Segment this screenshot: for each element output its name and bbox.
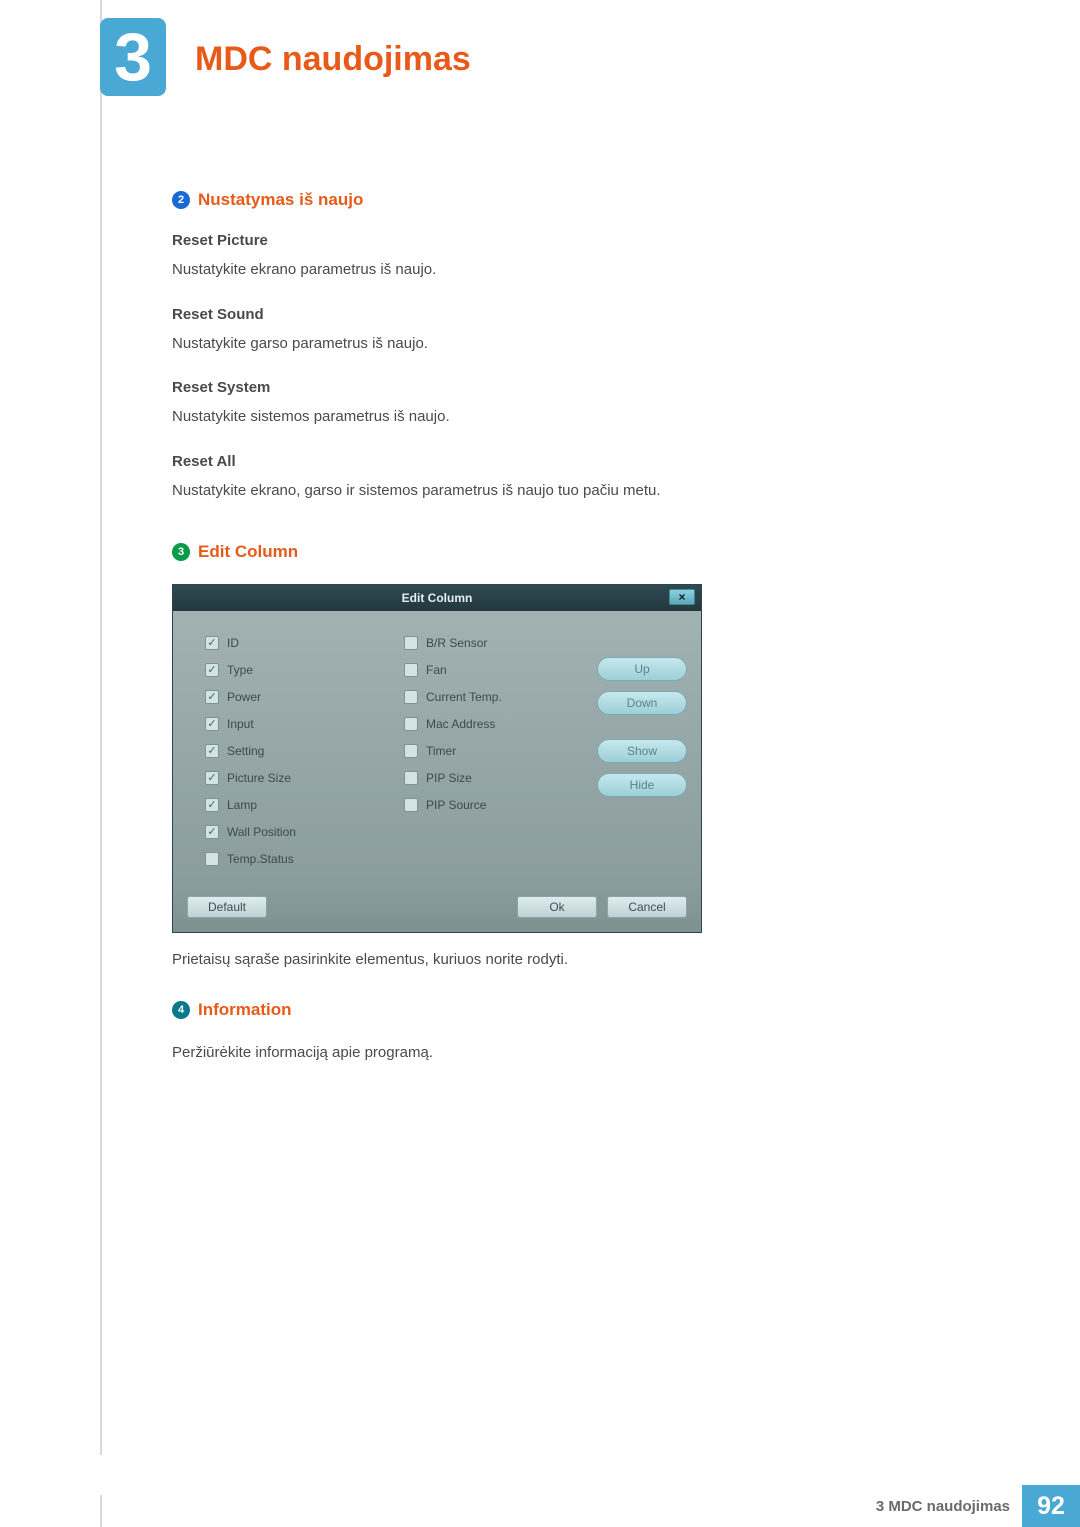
checkbox[interactable]: ✓ bbox=[205, 663, 219, 677]
checkbox-label: Picture Size bbox=[227, 771, 291, 785]
chapter-title: MDC naudojimas bbox=[195, 40, 471, 79]
checkbox-label: Wall Position bbox=[227, 825, 296, 839]
section-2-header: 2 Nustatymas iš naujo bbox=[172, 190, 932, 210]
section-4-text: Peržiūrėkite informaciją apie programą. bbox=[172, 1042, 932, 1065]
checkbox[interactable]: ✓ bbox=[205, 690, 219, 704]
dialog-titlebar: Edit Column × bbox=[173, 585, 701, 611]
page-content: 2 Nustatymas iš naujo Reset Picture Nust… bbox=[172, 190, 932, 1088]
section-3-header: 3 Edit Column bbox=[172, 542, 932, 562]
reset-all-head: Reset All bbox=[172, 453, 932, 470]
checkbox-row[interactable]: Timer bbox=[404, 737, 597, 764]
checkbox-row[interactable]: Mac Address bbox=[404, 710, 597, 737]
hide-button[interactable]: Hide bbox=[597, 773, 687, 797]
checkbox-row[interactable]: ✓ ID bbox=[205, 629, 398, 656]
close-button[interactable]: × bbox=[669, 589, 695, 605]
checkbox-label: Setting bbox=[227, 744, 264, 758]
page-margin-line-bottom bbox=[100, 1495, 102, 1527]
page-footer: 3 MDC naudojimas 92 bbox=[876, 1485, 1080, 1527]
checkbox-row[interactable]: ✓ Setting bbox=[205, 737, 398, 764]
checkbox-label: Fan bbox=[426, 663, 447, 677]
reset-sound-head: Reset Sound bbox=[172, 306, 932, 323]
section-3-text: Prietaisų sąraše pasirinkite elementus, … bbox=[172, 949, 932, 972]
section-2-badge: 2 bbox=[172, 191, 190, 209]
checkbox[interactable]: ✓ bbox=[205, 798, 219, 812]
show-button[interactable]: Show bbox=[597, 739, 687, 763]
section-3-title: Edit Column bbox=[198, 542, 298, 562]
ok-button[interactable]: Ok bbox=[517, 896, 597, 918]
up-button[interactable]: Up bbox=[597, 657, 687, 681]
down-button[interactable]: Down bbox=[597, 691, 687, 715]
checkbox-column-2: B/R Sensor Fan Current Temp. Mac Address Tim… bbox=[398, 629, 597, 872]
checkbox-row[interactable]: B/R Sensor bbox=[404, 629, 597, 656]
checkbox[interactable] bbox=[404, 690, 418, 704]
section-4-header: 4 Information bbox=[172, 1000, 932, 1020]
reset-system-text: Nustatykite sistemos parametrus iš naujo… bbox=[172, 406, 932, 429]
checkbox[interactable]: ✓ bbox=[205, 717, 219, 731]
checkbox-row[interactable]: Temp.Status bbox=[205, 845, 398, 872]
reset-picture-text: Nustatykite ekrano parametrus iš naujo. bbox=[172, 259, 932, 282]
section-3-badge: 3 bbox=[172, 543, 190, 561]
reset-picture-head: Reset Picture bbox=[172, 232, 932, 249]
checkbox-label: Type bbox=[227, 663, 253, 677]
checkbox[interactable] bbox=[404, 636, 418, 650]
chapter-number-badge: 3 bbox=[100, 18, 166, 96]
checkbox-row[interactable]: PIP Source bbox=[404, 791, 597, 818]
footer-text: 3 MDC naudojimas bbox=[876, 1498, 1010, 1515]
section-4-title: Information bbox=[198, 1000, 292, 1020]
checkbox-label: Current Temp. bbox=[426, 690, 502, 704]
checkbox[interactable] bbox=[404, 717, 418, 731]
checkbox-row[interactable]: ✓ Wall Position bbox=[205, 818, 398, 845]
dialog-footer: Default Ok Cancel bbox=[173, 886, 701, 932]
checkbox-row[interactable]: ✓ Picture Size bbox=[205, 764, 398, 791]
checkbox-label: PIP Size bbox=[426, 771, 472, 785]
checkbox[interactable] bbox=[404, 663, 418, 677]
page-margin-line bbox=[100, 0, 102, 1455]
checkbox-label: B/R Sensor bbox=[426, 636, 487, 650]
checkbox[interactable]: ✓ bbox=[205, 771, 219, 785]
checkbox-label: Lamp bbox=[227, 798, 257, 812]
checkbox[interactable] bbox=[404, 744, 418, 758]
checkbox[interactable] bbox=[404, 771, 418, 785]
checkbox-label: Temp.Status bbox=[227, 852, 294, 866]
section-4-badge: 4 bbox=[172, 1001, 190, 1019]
checkbox-row[interactable]: Fan bbox=[404, 656, 597, 683]
checkbox-label: Timer bbox=[426, 744, 456, 758]
checkbox[interactable] bbox=[205, 852, 219, 866]
checkbox-row[interactable]: Current Temp. bbox=[404, 683, 597, 710]
section-2-title: Nustatymas iš naujo bbox=[198, 190, 363, 210]
checkbox-label: ID bbox=[227, 636, 239, 650]
checkbox-row[interactable]: ✓ Type bbox=[205, 656, 398, 683]
dialog-side-buttons: Up Down Show Hide bbox=[597, 629, 687, 872]
checkbox-row[interactable]: ✓ Lamp bbox=[205, 791, 398, 818]
checkbox[interactable]: ✓ bbox=[205, 636, 219, 650]
checkbox-label: Input bbox=[227, 717, 254, 731]
reset-system-head: Reset System bbox=[172, 379, 932, 396]
page-number-badge: 92 bbox=[1022, 1485, 1080, 1527]
checkbox-label: Mac Address bbox=[426, 717, 495, 731]
reset-all-text: Nustatykite ekrano, garso ir sistemos pa… bbox=[172, 480, 932, 503]
checkbox-label: PIP Source bbox=[426, 798, 486, 812]
dialog-body: ✓ ID ✓ Type ✓ Power ✓ Input ✓ Setting ✓ Picture Siz… bbox=[173, 611, 701, 886]
checkbox-row[interactable]: ✓ Input bbox=[205, 710, 398, 737]
checkbox-row[interactable]: PIP Size bbox=[404, 764, 597, 791]
checkbox-label: Power bbox=[227, 690, 261, 704]
checkbox[interactable]: ✓ bbox=[205, 825, 219, 839]
chapter-number: 3 bbox=[114, 23, 152, 91]
edit-column-dialog: Edit Column × ✓ ID ✓ Type ✓ Power ✓ Input ✓ Setti… bbox=[172, 584, 702, 933]
checkbox-row[interactable]: ✓ Power bbox=[205, 683, 398, 710]
reset-sound-text: Nustatykite garso parametrus iš naujo. bbox=[172, 333, 932, 356]
checkbox-column-1: ✓ ID ✓ Type ✓ Power ✓ Input ✓ Setting ✓ Picture Siz… bbox=[187, 629, 398, 872]
default-button[interactable]: Default bbox=[187, 896, 267, 918]
checkbox[interactable]: ✓ bbox=[205, 744, 219, 758]
cancel-button[interactable]: Cancel bbox=[607, 896, 687, 918]
dialog-title: Edit Column bbox=[402, 591, 473, 605]
checkbox[interactable] bbox=[404, 798, 418, 812]
